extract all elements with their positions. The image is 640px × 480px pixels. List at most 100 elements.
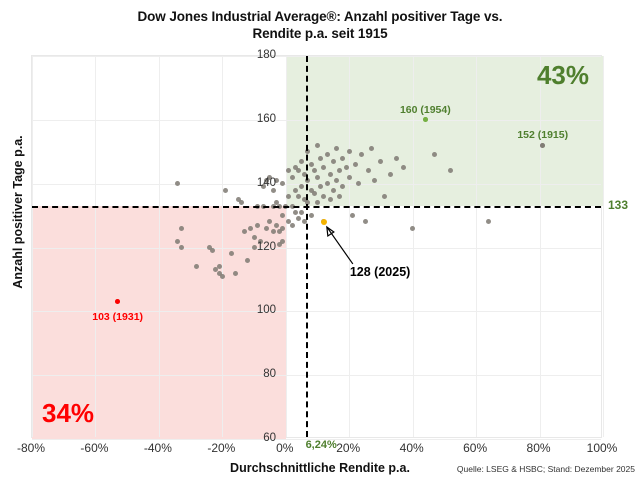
gridline-horizontal: [32, 375, 601, 376]
data-point: [270, 187, 276, 193]
data-point: [410, 225, 416, 231]
x-axis-tick-label: -80%: [16, 441, 46, 455]
gridline-horizontal: [32, 120, 601, 121]
data-point: [286, 193, 292, 199]
x-axis-tick-label: 40%: [399, 441, 424, 455]
gridline-vertical: [222, 56, 223, 437]
y-axis-tick-label: 80: [263, 368, 276, 381]
data-point: [362, 219, 368, 225]
data-point: [330, 187, 336, 193]
data-point: [315, 174, 320, 180]
data-point-highlight-2: [320, 218, 327, 225]
data-point: [251, 235, 257, 241]
data-point: [267, 219, 273, 225]
gridline-vertical: [32, 56, 33, 437]
gridline-vertical: [476, 56, 477, 437]
x-mean-tick-label: 6,24%: [305, 439, 337, 451]
data-point: [219, 273, 225, 279]
data-point: [273, 222, 279, 228]
data-point: [286, 219, 292, 225]
x-axis-tick-label: -20%: [207, 441, 236, 455]
data-point: [254, 222, 260, 228]
data-point: [337, 193, 343, 199]
data-point: [394, 155, 400, 161]
data-point: [194, 264, 200, 270]
gridline-vertical: [603, 56, 604, 437]
data-point: [175, 181, 181, 187]
data-point: [299, 209, 305, 215]
y-axis-tick-label: 60: [263, 432, 276, 444]
data-point: [289, 174, 295, 180]
data-point: [280, 213, 286, 219]
data-point: [270, 229, 276, 235]
data-point: [207, 245, 213, 250]
data-point: [210, 248, 216, 254]
quadrant-lower-left: [32, 206, 286, 439]
data-point: [302, 197, 308, 203]
data-point: [295, 168, 301, 174]
page-title: Dow Jones Industrial Average®: Anzahl po…: [0, 8, 640, 42]
gridline-horizontal: [32, 248, 601, 249]
data-point-highlight-1: [540, 142, 546, 148]
gridline-vertical: [95, 56, 96, 437]
data-point: [276, 229, 282, 235]
y-mean-label: 133: [608, 198, 629, 212]
data-point: [308, 187, 314, 193]
gridline-horizontal: [32, 184, 601, 185]
data-point: [242, 229, 248, 235]
data-point: [280, 238, 286, 244]
x-axis-tick-label: 100%: [586, 441, 618, 455]
data-point: [343, 165, 349, 171]
gridline-vertical: [349, 56, 350, 437]
data-point: [295, 193, 301, 199]
data-point: [324, 181, 330, 187]
source-note: Quelle: LSEG & HSBC; Stand: Dezember 202…: [456, 464, 635, 474]
data-point: [302, 219, 308, 225]
data-point: [372, 177, 378, 183]
title-line-1: Dow Jones Industrial Average®: Anzahl po…: [137, 9, 503, 24]
data-point: [216, 264, 222, 270]
data-point: [346, 149, 352, 155]
data-point: [238, 200, 244, 206]
data-point: [178, 245, 184, 250]
data-point: [486, 219, 492, 225]
data-point: [327, 171, 333, 177]
data-point: [295, 216, 301, 222]
data-point: [308, 162, 314, 168]
data-point: [292, 165, 298, 171]
data-point: [365, 168, 371, 174]
data-point: [223, 187, 228, 193]
data-point: [213, 267, 219, 273]
data-point: [346, 174, 352, 180]
data-point: [324, 152, 330, 158]
y-axis-tick-label: 160: [256, 112, 276, 125]
y-axis-tick-label: 120: [256, 240, 276, 253]
data-point-highlight-0: [422, 117, 428, 123]
gridline-vertical: [413, 56, 414, 437]
data-point: [299, 158, 305, 164]
data-point: [378, 158, 384, 164]
data-point: [273, 200, 279, 206]
x-axis-tick-label: 60%: [463, 441, 488, 455]
red-quadrant-percentage: 34%: [42, 398, 95, 428]
x-axis-tick-label: -40%: [143, 441, 172, 455]
gridline-horizontal: [32, 439, 601, 440]
mean-positive-days-line: [32, 206, 601, 208]
data-point: [245, 257, 251, 263]
y-axis-tick-label: 180: [256, 49, 276, 61]
gridline-vertical: [540, 56, 541, 437]
plot-area: 43% 34% 160 (1954) 152 (1915) 103 (1931) 128 …: [31, 55, 604, 440]
data-point: [349, 213, 355, 219]
x-axis-tick-label: -60%: [80, 441, 109, 455]
data-point: [448, 168, 454, 174]
data-point: [292, 209, 298, 215]
y-axis-title: Anzahl positiver Tage p.a.: [11, 135, 25, 289]
data-point: [381, 193, 387, 199]
data-point: [175, 238, 181, 244]
x-axis-tick-label: 20%: [336, 441, 361, 455]
x-axis-title: Durchschnittliche Rendite p.a.: [230, 461, 410, 475]
data-point: [321, 165, 327, 171]
data-point: [292, 187, 298, 193]
data-point: [280, 225, 286, 231]
data-point: [318, 184, 324, 190]
